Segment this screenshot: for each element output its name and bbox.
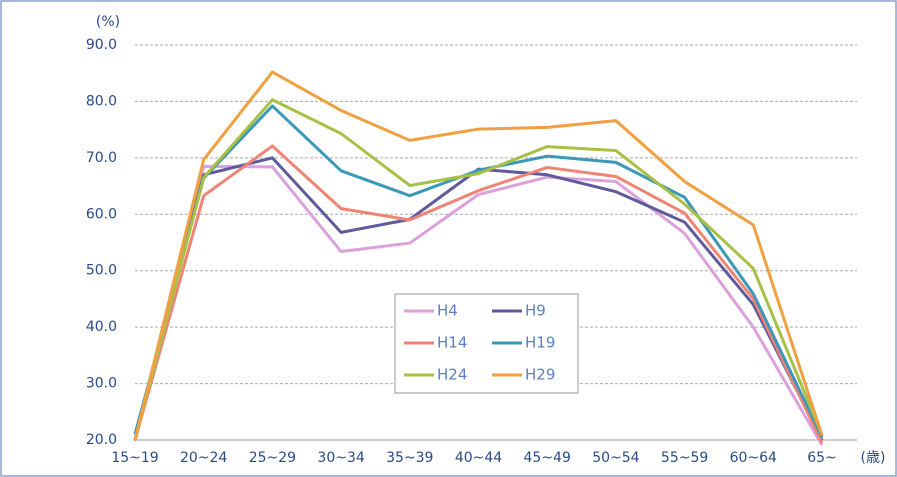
legend-label: H19 [525,334,555,352]
y-tick-label: 50.0 [86,263,117,279]
x-tick-label: 35~39 [386,450,433,466]
x-tick-label: 20~24 [180,450,227,466]
legend: H4 H9 H14 H19 H24 H29 [394,293,579,394]
legend-label: H14 [437,334,467,352]
y-tick-label: 40.0 [86,319,117,335]
legend-label: H29 [525,366,555,384]
x-tick-label: 45~49 [524,450,571,466]
series-line [133,144,824,444]
y-tick-label: 30.0 [86,376,117,392]
series-line [133,98,824,441]
x-tick-label: 55~59 [661,450,708,466]
y-tick-label: 20.0 [86,432,117,448]
series-line [133,104,824,438]
x-tick-label: 65~ [807,450,837,466]
x-tick-label: 60~64 [730,450,777,466]
x-tick-label: 50~54 [592,450,639,466]
x-tick-label: 30~34 [317,450,364,466]
series-line [133,164,824,446]
y-tick-label: 60.0 [86,206,117,222]
legend-label: H9 [525,302,546,320]
y-tick-label: 80.0 [86,93,117,109]
x-tick-label: 15~19 [111,450,158,466]
legend-label: H24 [437,366,467,384]
y-tick-label: 90.0 [86,37,117,53]
series-line [133,70,824,441]
x-tick-label: 25~29 [249,450,296,466]
y-axis-label: (%) [96,14,120,30]
x-axis-label: (歳) [861,450,886,466]
y-tick-label: 70.0 [86,150,117,166]
x-tick-label: 40~44 [455,450,502,466]
legend-label: H4 [437,302,458,320]
